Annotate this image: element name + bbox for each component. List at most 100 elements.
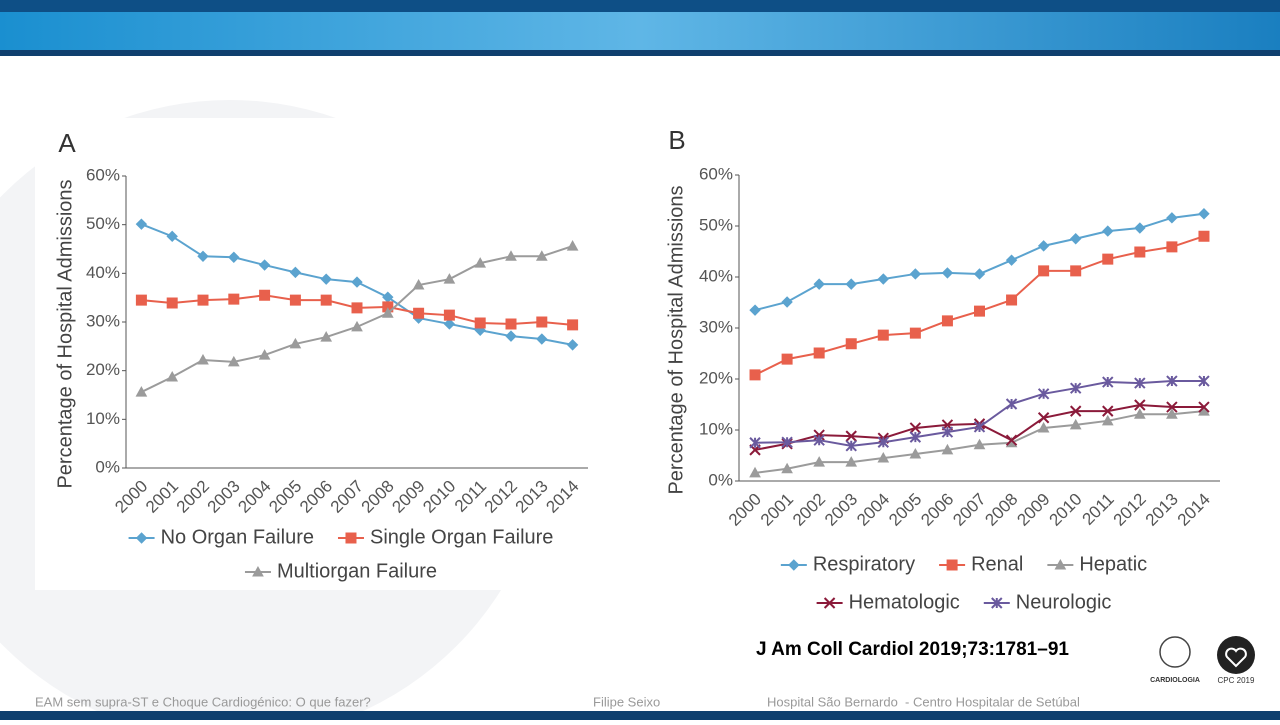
y-tick-label: 20% <box>699 368 733 387</box>
marker <box>228 293 240 305</box>
legend-marker <box>788 559 800 571</box>
legend-marker <box>345 532 357 544</box>
panel-b-bg <box>650 118 1240 628</box>
marker <box>1070 265 1082 277</box>
marker <box>973 421 986 433</box>
marker <box>845 440 857 452</box>
marker <box>877 273 890 285</box>
y-tick-label: 60% <box>86 165 120 184</box>
marker <box>781 353 793 365</box>
y-tick-label: 40% <box>699 266 733 285</box>
marker <box>845 456 858 467</box>
y-tick-label: 40% <box>86 263 120 282</box>
marker <box>197 353 209 365</box>
marker <box>973 268 986 280</box>
marker <box>1198 230 1210 242</box>
spc-logo <box>1159 636 1191 668</box>
marker <box>566 240 579 251</box>
marker <box>1133 408 1146 419</box>
marker <box>1037 388 1050 400</box>
marker <box>289 294 301 306</box>
marker <box>781 462 793 474</box>
marker <box>1166 241 1178 253</box>
marker <box>941 443 954 455</box>
marker <box>166 297 178 309</box>
marker <box>909 327 921 339</box>
marker <box>135 386 148 397</box>
marker <box>505 318 517 330</box>
marker <box>227 355 240 367</box>
legend-marker <box>946 559 958 571</box>
spc-logo-text: CARDIOLOGIA <box>1150 677 1200 684</box>
marker <box>1037 421 1050 433</box>
footer-left: EAM sem supra-ST e Choque Cardiogénico: … <box>35 694 371 709</box>
y-axis-title: Percentage of Hospital Admissions <box>54 179 76 488</box>
legend-label: Hematologic <box>849 591 960 613</box>
y-tick-label: 30% <box>699 317 733 336</box>
footer-band <box>0 711 1280 720</box>
y-tick-label: 0% <box>95 457 120 476</box>
marker <box>197 294 209 306</box>
marker <box>258 349 271 360</box>
marker <box>135 218 148 230</box>
marker <box>1069 418 1082 430</box>
footer-center: Filipe Seixo <box>593 694 660 709</box>
marker <box>474 257 487 268</box>
y-axis-title: Percentage of Hospital Admissions <box>665 185 687 494</box>
marker <box>382 301 394 313</box>
y-tick-label: 30% <box>86 311 120 330</box>
marker <box>1102 225 1114 237</box>
y-tick-label: 10% <box>86 409 120 428</box>
marker <box>289 337 302 349</box>
marker <box>749 369 761 381</box>
marker <box>749 466 761 478</box>
marker <box>1134 246 1146 258</box>
legend-marker <box>823 597 836 609</box>
marker <box>941 315 953 327</box>
marker <box>1005 398 1018 410</box>
marker <box>1134 399 1146 411</box>
y-tick-label: 0% <box>708 470 733 489</box>
marker <box>1134 222 1146 234</box>
marker <box>1102 376 1114 388</box>
marker <box>813 278 825 290</box>
marker <box>443 309 455 321</box>
marker <box>1166 212 1178 224</box>
marker <box>941 426 954 438</box>
marker <box>536 333 548 345</box>
marker <box>381 307 394 318</box>
marker <box>413 307 425 319</box>
marker <box>351 302 363 314</box>
marker <box>909 268 922 280</box>
marker <box>505 250 517 261</box>
marker <box>909 431 922 443</box>
header-band <box>0 12 1280 50</box>
marker <box>1069 405 1082 417</box>
marker <box>1069 382 1082 394</box>
legend-label: Neurologic <box>1016 591 1112 613</box>
marker <box>166 370 179 382</box>
marker <box>1102 253 1114 265</box>
header-top <box>0 0 1280 12</box>
legend-label: Multiorgan Failure <box>277 560 437 582</box>
marker <box>166 230 178 243</box>
marker <box>781 296 793 308</box>
marker <box>567 319 579 331</box>
legend-label: Renal <box>971 553 1023 575</box>
cpc-heart <box>1225 647 1247 668</box>
marker <box>909 422 922 434</box>
footer-right: Hospital São Bernardo - Centro Hospitala… <box>767 694 1080 709</box>
marker <box>228 251 240 263</box>
legend-marker <box>135 532 148 544</box>
legend-label: Single Organ Failure <box>370 526 553 548</box>
marker <box>320 294 332 306</box>
marker <box>1037 240 1050 252</box>
marker <box>1134 377 1146 389</box>
legend-marker <box>252 565 264 577</box>
marker <box>135 294 147 306</box>
marker <box>535 250 548 261</box>
marker <box>1102 405 1114 417</box>
marker <box>845 430 857 442</box>
marker <box>474 324 486 336</box>
